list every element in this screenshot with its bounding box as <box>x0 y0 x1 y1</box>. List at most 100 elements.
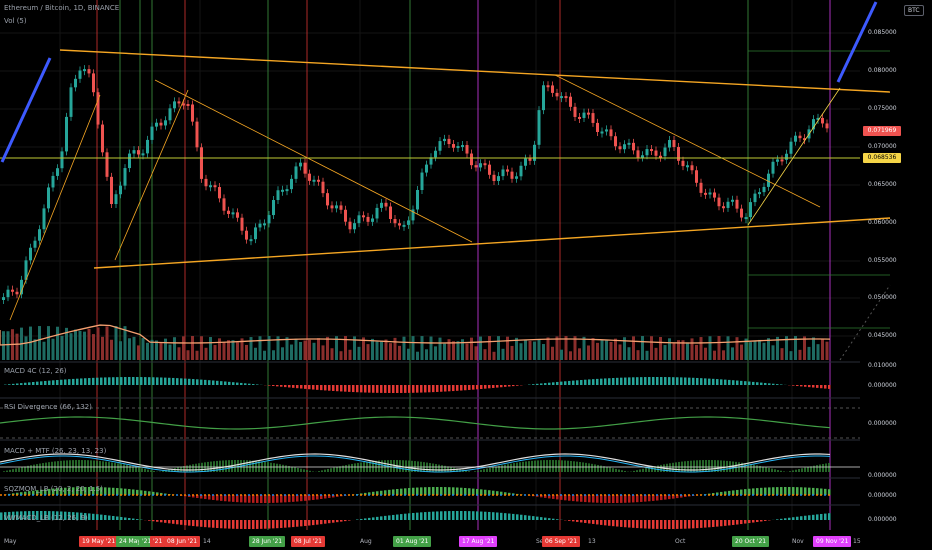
vwmacd-bar <box>748 520 751 524</box>
mtf-histogram-bar <box>336 466 338 472</box>
squeeze-bar <box>248 495 251 503</box>
vwmacd-bar <box>688 520 691 529</box>
candle-body <box>425 164 428 173</box>
macd-mtf-legend[interactable]: MACD + MTF (26, 23, 13, 23) <box>4 447 107 455</box>
squeeze-dot <box>100 494 102 496</box>
vwmacd-bar <box>436 511 439 520</box>
macd-histogram-bar <box>688 377 691 385</box>
squeeze-bar <box>484 489 487 495</box>
squeeze-bar <box>304 495 307 501</box>
squeeze-dot <box>60 494 62 496</box>
squeeze-dot <box>564 494 566 496</box>
squeeze-dot <box>160 494 162 496</box>
squeeze-bar <box>316 495 319 500</box>
squeeze-momentum-legend[interactable]: SQZMOM_LB (20, 2, 20, 1.5) <box>4 485 103 493</box>
vwmacd-bar <box>88 513 91 520</box>
squeeze-dot <box>472 494 474 496</box>
vwmacd-bar <box>12 511 15 520</box>
time-tick: 15 <box>853 538 861 545</box>
candle-body <box>330 205 334 209</box>
vwmacd-bar <box>480 511 483 520</box>
squeeze-bar <box>416 487 419 495</box>
squeeze-dot <box>552 494 554 496</box>
squeeze-bar <box>572 495 575 502</box>
vwmacd-bar <box>148 520 151 521</box>
macd-histogram-bar <box>456 385 459 391</box>
symbol-title[interactable]: Ethereum / Bitcoin, 1D, BINANCE <box>4 4 120 12</box>
mtf-histogram-bar <box>591 463 593 472</box>
candle-body <box>465 145 469 154</box>
squeeze-bar <box>784 487 787 495</box>
squeeze-dot <box>788 494 790 496</box>
mtf-histogram-bar <box>762 466 764 472</box>
vwmacd-bar <box>16 511 19 520</box>
candle-body <box>132 150 136 154</box>
mtf-histogram-bar <box>714 460 716 472</box>
volume-bar <box>758 339 761 360</box>
squeeze-bar <box>264 495 267 503</box>
squeeze-bar <box>128 489 131 495</box>
vwmacd-bar <box>236 520 239 529</box>
candle-body <box>762 186 766 193</box>
squeeze-bar <box>800 487 803 495</box>
rsi-divergence-legend[interactable]: RSI Divergence (66, 132) <box>4 403 92 411</box>
macd-histogram-bar <box>236 382 239 385</box>
mtf-histogram-bar <box>183 466 185 472</box>
mtf-histogram-bar <box>435 464 437 472</box>
macd-histogram-bar <box>320 385 323 391</box>
vwmacd-bar <box>620 520 623 527</box>
mtf-histogram-bar <box>234 460 236 472</box>
squeeze-dot <box>680 494 682 496</box>
volume-bar <box>159 341 163 360</box>
mtf-histogram-bar <box>216 460 218 472</box>
squeeze-bar <box>420 487 423 495</box>
squeeze-dot <box>364 494 366 496</box>
macd-histogram-bar <box>288 385 291 388</box>
vwmacd-bar <box>592 520 595 524</box>
candle-body <box>150 126 154 140</box>
mtf-histogram-bar <box>723 460 725 472</box>
squeeze-bar <box>660 495 663 501</box>
volume-legend[interactable]: Vol (5) <box>4 17 27 25</box>
squeeze-dot <box>452 494 454 496</box>
macd-4c-legend[interactable]: MACD 4C (12, 26) <box>4 367 67 375</box>
macd-histogram-bar <box>144 377 147 385</box>
candle-body <box>744 217 748 220</box>
macd-histogram-bar <box>364 385 367 393</box>
squeeze-dot <box>292 494 294 496</box>
candle-body <box>771 161 775 174</box>
candle-body <box>623 144 626 150</box>
candle-body <box>492 174 496 181</box>
volume-bar <box>452 341 455 360</box>
volume-ma-line <box>0 324 831 346</box>
currency-button[interactable]: BTC <box>904 5 924 16</box>
squeeze-bar <box>400 488 403 495</box>
volume-bar <box>362 337 365 360</box>
mtf-histogram-bar <box>342 465 344 472</box>
candle-body <box>645 149 649 156</box>
squeeze-dot <box>668 494 670 496</box>
macd-histogram-bar <box>156 377 159 385</box>
squeeze-bar <box>16 492 19 495</box>
squeeze-bar <box>740 489 743 495</box>
vwmacd-bar <box>588 520 591 524</box>
volume-bar <box>348 349 352 360</box>
vwmacd-legend[interactable]: VWMACD_LB (12, 26, 9) <box>4 514 88 522</box>
squeeze-bar <box>32 490 35 495</box>
mtf-histogram-bar <box>81 460 83 472</box>
mtf-histogram-bar <box>279 464 281 472</box>
macd-histogram-bar <box>656 377 659 385</box>
squeeze-dot <box>796 494 798 496</box>
volume-bar <box>132 336 136 360</box>
mtf-histogram-bar <box>78 460 80 472</box>
vwmacd-bar <box>340 520 343 522</box>
volume-bar <box>483 349 487 360</box>
mtf-histogram-bar <box>348 464 350 472</box>
mtf-histogram-bar <box>288 466 290 472</box>
vwmacd-bar <box>812 514 815 520</box>
candle-body <box>294 166 298 179</box>
volume-bar <box>740 344 743 360</box>
squeeze-dot <box>12 494 14 496</box>
mtf-histogram-bar <box>273 463 275 472</box>
